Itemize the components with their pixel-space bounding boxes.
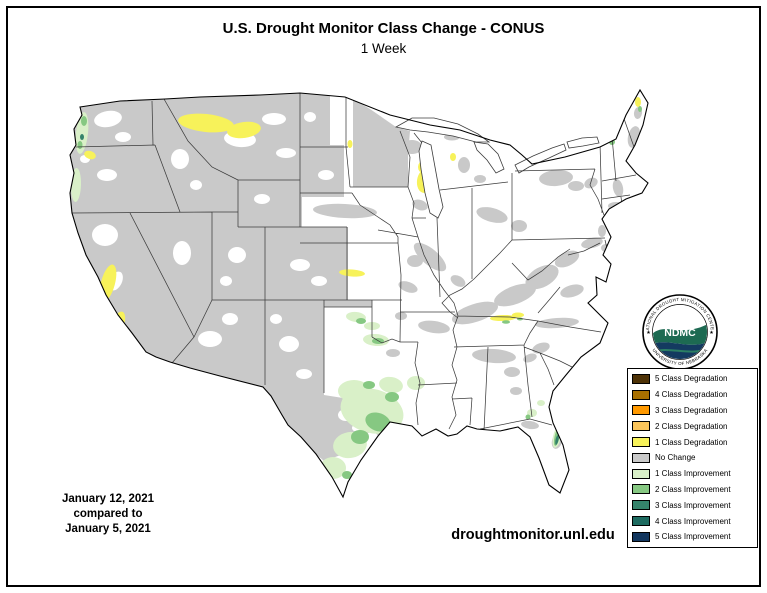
legend-label-deg1: 1 Class Degradation xyxy=(655,437,728,447)
lake-huron xyxy=(473,141,505,174)
legend-swatch-imp5 xyxy=(632,531,650,542)
legend-label-nochange: No Change xyxy=(655,453,696,463)
date-line-3: January 5, 2021 xyxy=(65,522,151,535)
conus-drought-map xyxy=(69,88,649,499)
legend-swatch-nochange xyxy=(632,452,650,463)
legend-label-imp5: 5 Class Improvement xyxy=(655,532,731,542)
legend-item-deg1: 1 Class Degradation xyxy=(628,434,757,450)
legend-swatch-deg1 xyxy=(632,437,650,448)
legend-swatch-imp2 xyxy=(632,484,650,495)
great-lakes xyxy=(394,117,600,219)
legend-item-deg5: 5 Class Degradation xyxy=(628,371,757,387)
legend-label-imp3: 3 Class Improvement xyxy=(655,500,731,510)
ndmc-logo: NATIONAL DROUGHT MITIGATION CENTER UNIVE… xyxy=(642,294,718,370)
legend-swatch-imp3 xyxy=(632,500,650,511)
legend-swatch-imp4 xyxy=(632,516,650,527)
legend: 5 Class Degradation 4 Class Degradation 3 … xyxy=(627,368,758,548)
legend-item-deg3: 3 Class Degradation xyxy=(628,403,757,419)
lake-michigan xyxy=(418,140,444,219)
lake-superior xyxy=(394,117,491,143)
logo-inner-ring xyxy=(652,304,708,360)
legend-item-imp4: 4 Class Improvement xyxy=(628,513,757,529)
page-subtitle: 1 Week xyxy=(360,41,407,56)
legend-item-imp1: 1 Class Improvement xyxy=(628,466,757,482)
legend-swatch-deg4 xyxy=(632,389,650,400)
legend-items: 5 Class Degradation 4 Class Degradation 3 … xyxy=(628,371,757,545)
legend-label-deg5: 5 Class Degradation xyxy=(655,374,728,384)
lake-ontario xyxy=(566,136,600,149)
date-annotation: January 12, 2021 compared to January 5, … xyxy=(38,492,178,537)
legend-swatch-deg3 xyxy=(632,405,650,416)
website-url: droughtmonitor.unl.edu xyxy=(451,527,615,543)
legend-swatch-deg5 xyxy=(632,373,650,384)
legend-item-imp2: 2 Class Improvement xyxy=(628,482,757,498)
legend-item-deg4: 4 Class Degradation xyxy=(628,387,757,403)
legend-item-imp3: 3 Class Improvement xyxy=(628,497,757,513)
legend-item-deg2: 2 Class Degradation xyxy=(628,418,757,434)
legend-swatch-imp1 xyxy=(632,468,650,479)
legend-label-deg2: 2 Class Degradation xyxy=(655,421,728,431)
date-line-1: January 12, 2021 xyxy=(61,493,155,505)
legend-label-imp4: 4 Class Improvement xyxy=(655,516,731,526)
logo-acronym: NDMC xyxy=(664,327,696,339)
state-borders xyxy=(71,93,637,432)
logo-star-right: ★ xyxy=(709,330,714,336)
page-title: U.S. Drought Monitor Class Change - CONU… xyxy=(222,20,545,37)
legend-swatch-deg2 xyxy=(632,421,650,432)
no-change-regions xyxy=(70,90,643,461)
legend-label-deg4: 4 Class Degradation xyxy=(655,390,728,400)
no-data-white-patches xyxy=(80,110,364,432)
legend-item-nochange: No Change xyxy=(628,450,757,466)
date-line-2: compared to xyxy=(73,507,143,520)
legend-label-imp1: 1 Class Improvement xyxy=(655,469,731,479)
logo-star-left: ★ xyxy=(646,330,651,336)
legend-item-imp5: 5 Class Improvement xyxy=(628,529,757,545)
legend-label-imp2: 2 Class Improvement xyxy=(655,484,731,494)
conus-outline xyxy=(69,88,649,499)
improvement-3-regions xyxy=(80,134,559,445)
legend-label-deg3: 3 Class Degradation xyxy=(655,405,728,415)
